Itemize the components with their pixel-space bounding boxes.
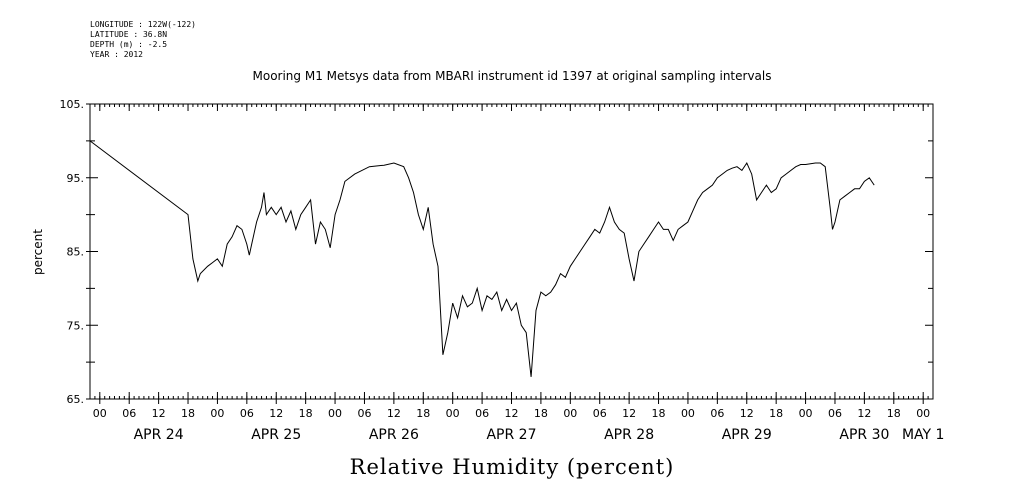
x-tick-label: 18: [299, 407, 313, 420]
series-line-humidity: [89, 140, 875, 377]
axis-ticks: [86, 103, 934, 404]
x-tick-label: 18: [887, 407, 901, 420]
chart-title: Mooring M1 Metsys data from MBARI instru…: [253, 69, 772, 83]
x-day-label: APR 25: [251, 427, 301, 443]
x-tick-label: 06: [710, 407, 724, 420]
y-tick-label: 105.: [60, 98, 85, 111]
x-axis-label: Relative Humidity (percent): [350, 455, 675, 479]
x-tick-label: 18: [181, 407, 195, 420]
y-tick-label: 75.: [67, 319, 85, 332]
y-tick-label: 65.: [67, 393, 85, 406]
x-day-label: APR 30: [839, 427, 889, 443]
x-tick-label: 18: [416, 407, 430, 420]
plot-frame: [89, 103, 934, 400]
x-tick-label: 12: [857, 407, 871, 420]
x-tick-label: 00: [210, 407, 224, 420]
x-tick-label: 06: [828, 407, 842, 420]
x-tick-label: 00: [446, 407, 460, 420]
x-tick-label: 18: [652, 407, 666, 420]
axis-tick-labels: 00 06 12 18 00 06 12 18 00 06 12 18 00 06 12 18 00 06 12 18…: [60, 98, 945, 443]
depth-text: DEPTH (m) : -2.5: [90, 40, 168, 49]
longitude-text: LONGITUDE : 122W(-122): [90, 20, 196, 29]
x-tick-label: 00: [563, 407, 577, 420]
x-tick-label: 00: [681, 407, 695, 420]
x-tick-label: 06: [357, 407, 371, 420]
x-tick-label: 00: [799, 407, 813, 420]
x-tick-label: 12: [387, 407, 401, 420]
x-tick-label: 12: [152, 407, 166, 420]
x-tick-label: 12: [740, 407, 754, 420]
x-day-label: APR 28: [604, 427, 654, 443]
x-day-label: APR 24: [134, 427, 184, 443]
x-tick-label: 12: [269, 407, 283, 420]
y-tick-label: 85.: [67, 246, 85, 259]
x-tick-label: 00: [328, 407, 342, 420]
y-axis-label: percent: [31, 229, 45, 275]
year-text: YEAR : 2012: [90, 50, 143, 59]
x-tick-label: 18: [534, 407, 548, 420]
x-day-label: APR 26: [369, 427, 419, 443]
x-tick-label: 12: [505, 407, 519, 420]
x-tick-label: 06: [122, 407, 136, 420]
latitude-text: LATITUDE : 36.8N: [90, 30, 168, 39]
x-tick-label: 12: [622, 407, 636, 420]
y-tick-label: 95.: [67, 172, 85, 185]
x-tick-label: 00: [916, 407, 930, 420]
x-tick-label: 06: [593, 407, 607, 420]
x-tick-label: 06: [240, 407, 254, 420]
x-tick-label: 18: [769, 407, 783, 420]
x-day-label: APR 29: [722, 427, 772, 443]
x-tick-label: 00: [93, 407, 107, 420]
x-tick-label: 06: [475, 407, 489, 420]
x-day-label: MAY 1: [902, 427, 944, 443]
metadata-block: LONGITUDE : 122W(-122) LATITUDE : 36.8N …: [90, 20, 196, 60]
x-day-label: APR 27: [486, 427, 536, 443]
